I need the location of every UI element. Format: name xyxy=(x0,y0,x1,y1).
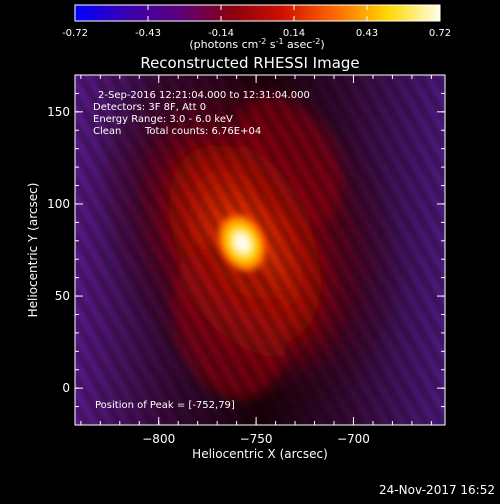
y-tick-label: 50 xyxy=(55,289,70,303)
colorbar-tick-label: -0.43 xyxy=(135,28,161,39)
plot-frame xyxy=(74,74,446,426)
flare-peak-source xyxy=(214,210,270,276)
colorbar: -0.72 -0.43 -0.14 0.14 0.43 0.72 (photons cm-… xyxy=(62,4,451,51)
x-axis-ticks: −800 −750 −700 xyxy=(80,75,432,446)
peak-position-text: Position of Peak = [-752,79] xyxy=(95,400,235,411)
colorbar-ticks: -0.72 -0.43 -0.14 0.14 0.43 0.72 xyxy=(62,5,451,39)
colorbar-frame xyxy=(74,4,441,22)
plot-title: Reconstructed RHESSI Image xyxy=(140,54,359,72)
colorbar-strip xyxy=(75,5,440,21)
rhessi-image xyxy=(75,75,445,425)
colorbar-unit-label: (photons cm-2 s-1 asec-2) xyxy=(189,37,324,51)
info-energy-range: Energy Range: 3.0 - 6.0 keV xyxy=(93,114,233,125)
x-tick-label: −750 xyxy=(240,432,273,446)
info-total-counts: Total counts: 6.76E+04 xyxy=(144,126,261,137)
y-axis-ticks: 0 50 100 150 xyxy=(47,74,445,408)
colorbar-tick-label: -0.72 xyxy=(62,28,88,39)
y-axis-label: Heliocentric Y (arcsec) xyxy=(26,183,40,318)
y-tick-label: 0 xyxy=(62,381,70,395)
info-time-range: 2-Sep-2016 12:21:04.000 to 12:31:04.000 xyxy=(98,90,310,101)
colorbar-tick-label: 0.14 xyxy=(283,28,305,39)
x-tick-label: −800 xyxy=(142,432,175,446)
colorbar-tick-label: -0.14 xyxy=(208,28,234,39)
x-tick-label: −700 xyxy=(337,432,370,446)
footer-date: 24-Nov-2017 16:52 xyxy=(379,483,495,497)
info-detectors: Detectors: 3F 8F, Att 0 xyxy=(93,102,206,113)
colorbar-tick-label: 0.72 xyxy=(429,28,451,39)
y-tick-label: 150 xyxy=(47,105,70,119)
x-axis-label: Heliocentric X (arcsec) xyxy=(192,447,328,461)
info-method: Clean xyxy=(93,126,121,137)
colorbar-tick-label: 0.43 xyxy=(356,28,378,39)
y-tick-label: 100 xyxy=(47,197,70,211)
